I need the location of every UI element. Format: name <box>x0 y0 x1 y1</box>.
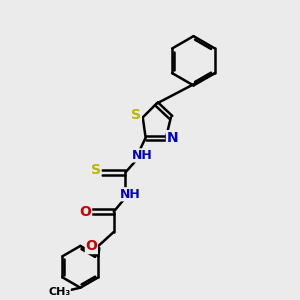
Text: S: S <box>91 163 101 177</box>
Text: NH: NH <box>132 149 152 162</box>
Text: S: S <box>131 108 141 122</box>
Text: N: N <box>167 131 178 145</box>
Text: NH: NH <box>120 188 141 201</box>
Text: CH₃: CH₃ <box>48 287 70 297</box>
Text: O: O <box>80 205 92 219</box>
Text: O: O <box>85 239 97 254</box>
